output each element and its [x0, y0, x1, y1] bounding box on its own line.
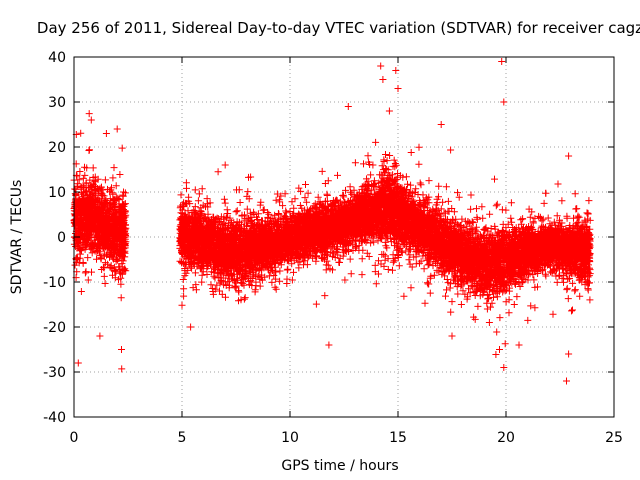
- y-tick-label: 20: [48, 140, 66, 156]
- chart-title: Day 256 of 2011, Sidereal Day-to-day VTE…: [37, 19, 640, 37]
- y-tick-label: -40: [43, 410, 66, 426]
- y-tick-label: -20: [43, 320, 66, 336]
- x-tick-label: 15: [389, 430, 407, 446]
- x-tick-label: 10: [281, 430, 299, 446]
- x-axis-label: GPS time / hours: [281, 458, 398, 474]
- y-tick-label: 10: [48, 185, 66, 201]
- x-tick-label: 25: [605, 430, 623, 446]
- x-tick-label: 0: [70, 430, 79, 446]
- y-tick-label: -30: [43, 365, 66, 381]
- axis-ticks: 0 5 10 15 20 25 -40 -30 -20 -10 0 10 20 30 40: [43, 50, 623, 446]
- y-tick-label: 40: [48, 50, 66, 66]
- sdtvar-point-markers: [70, 58, 594, 385]
- y-tick-label: 0: [57, 230, 66, 246]
- x-tick-label: 5: [178, 430, 187, 446]
- x-tick-label: 20: [497, 430, 515, 446]
- y-axis-label: SDTVAR / TECUs: [9, 180, 25, 295]
- y-tick-label: 30: [48, 95, 66, 111]
- data-points: [70, 58, 594, 385]
- y-tick-label: -10: [43, 275, 66, 291]
